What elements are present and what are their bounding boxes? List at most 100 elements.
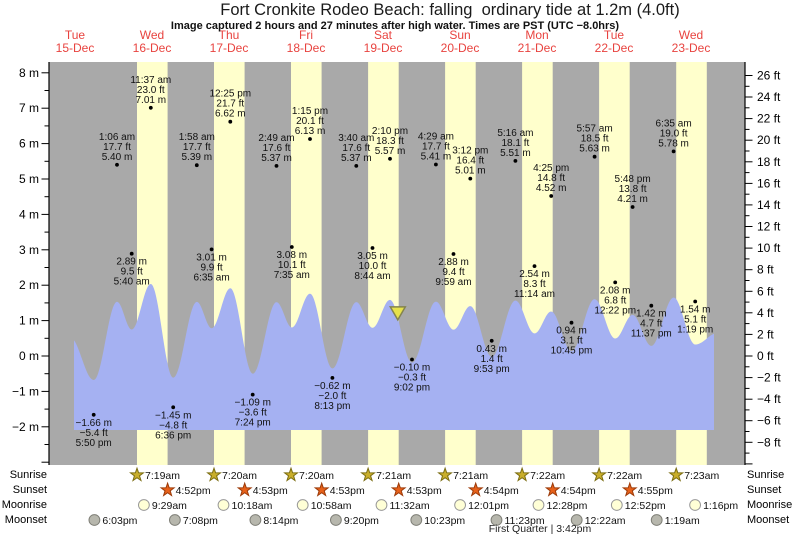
- tide-event-label: 7:35 am: [274, 270, 310, 281]
- tide-event-dot: [388, 156, 392, 161]
- tide-event-dot: [532, 264, 537, 268]
- day-header: Tue: [604, 28, 625, 42]
- right-axis-label: 6 ft: [757, 284, 774, 298]
- right-axis-label: 16 ft: [757, 176, 781, 190]
- moonrise-circle-icon: [610, 499, 623, 511]
- tide-event-label: 3.01 m: [196, 252, 227, 263]
- sunrise-time: 7:22am: [607, 470, 642, 482]
- tide-event-label: −0.62 m: [314, 381, 350, 392]
- moonrise-row-label-left: Moonrise: [1, 499, 47, 511]
- sunset-star-icon: [236, 481, 253, 497]
- moonset-time: 9:20pm: [344, 515, 379, 527]
- tide-event-label: 5.37 m: [341, 153, 372, 164]
- moonrise-circle-icon: [532, 499, 545, 511]
- tide-event-label: 6.8 ft: [604, 295, 626, 306]
- tide-curve-area: [74, 284, 714, 430]
- left-axis-label: −1 m: [12, 384, 39, 398]
- sunrise-row-label-left: Sunrise: [9, 469, 47, 481]
- tide-event-label: 6:36 pm: [155, 430, 191, 441]
- tide-event-label: 18.1 ft: [501, 138, 529, 149]
- tide-event-label: 4.7 ft: [640, 319, 662, 330]
- tide-event-label: 17.6 ft: [342, 143, 370, 154]
- day-header: 15-Dec: [56, 41, 95, 55]
- tide-event-dot: [171, 405, 176, 410]
- moonrise-circle-icon: [375, 499, 388, 511]
- moonset-time: 6:03pm: [102, 515, 137, 527]
- moonset-circle-icon: [330, 514, 342, 526]
- tide-event-dot: [592, 154, 597, 159]
- tide-event-dot: [129, 251, 134, 256]
- sunrise-row-label-right: Sunrise: [747, 469, 785, 481]
- right-axis-label: 22 ft: [757, 112, 781, 126]
- tide-event-label: 3.05 m: [357, 251, 388, 262]
- tide-event-label: 12:25 pm: [209, 89, 251, 100]
- sunset-time: 4:54pm: [484, 485, 519, 497]
- tide-event-label: 5.57 m: [375, 146, 406, 157]
- sunset-time: 4:54pm: [561, 485, 596, 497]
- tide-event-label: 17.7 ft: [422, 142, 450, 153]
- tide-event-dot: [148, 105, 153, 110]
- sunrise-time: 7:19am: [145, 470, 180, 482]
- sunrise-star-icon: [591, 466, 608, 482]
- tide-event-label: 5.78 m: [658, 138, 689, 149]
- tide-event-label: 8:13 pm: [314, 401, 350, 412]
- left-axis-label: 3 m: [19, 243, 39, 257]
- sunset-star-icon: [544, 481, 561, 497]
- tide-event-dot: [308, 137, 312, 141]
- tide-event-label: 6:35 am: [656, 118, 692, 129]
- tide-event-label: 2.54 m: [519, 269, 550, 280]
- moonset-circle-icon: [169, 514, 181, 526]
- right-axis-label: −4 ft: [757, 392, 781, 406]
- sunset-row-label-left: Sunset: [12, 484, 47, 496]
- tide-event-dot: [451, 252, 456, 256]
- day-header: Mon: [525, 28, 548, 42]
- tide-event-dot: [569, 320, 574, 325]
- tide-event-label: 21.7 ft: [216, 99, 244, 110]
- sunset-time: 4:53pm: [253, 485, 288, 497]
- tide-event-label: 5:57 am: [577, 124, 613, 135]
- tide-event-label: 5:50 pm: [76, 438, 112, 449]
- sunset-star-icon: [467, 481, 484, 497]
- left-axis-label: 6 m: [19, 137, 39, 151]
- tide-event-label: 5:40 am: [114, 277, 150, 288]
- tide-event-label: −2.0 ft: [318, 391, 346, 402]
- tide-event-label: 6:35 am: [194, 272, 230, 283]
- sunrise-time: 7:21am: [376, 470, 411, 482]
- right-axis-label: 12 ft: [757, 220, 781, 234]
- tide-event-label: 8:44 am: [354, 271, 390, 282]
- tide-event-label: 5.51 m: [500, 148, 531, 159]
- sunset-time: 4:55pm: [638, 485, 673, 497]
- tide-event-dot: [209, 247, 214, 252]
- moonset-row-label-left: Moonset: [4, 514, 47, 526]
- tide-event-label: −1.66 m: [75, 418, 111, 429]
- sunrise-star-icon: [514, 466, 531, 482]
- sunrise-star-icon: [283, 466, 299, 482]
- tide-event-label: 2:49 am: [258, 133, 294, 144]
- sunrise-time: 7:20am: [299, 470, 334, 482]
- day-header: 17-Dec: [210, 41, 249, 55]
- tide-event-dot: [468, 176, 473, 181]
- sunset-time: 4:53pm: [330, 485, 365, 497]
- left-axis-label: 1 m: [19, 314, 39, 328]
- sunrise-star-icon: [360, 466, 376, 482]
- moonset-circle-icon: [490, 514, 503, 526]
- tide-event-dot: [489, 338, 494, 343]
- sunrise-star-icon: [206, 466, 222, 482]
- moonset-circle-icon: [410, 514, 423, 526]
- moonset-time: 11:23pm: [505, 515, 545, 527]
- tide-event-label: −0.10 m: [394, 363, 430, 374]
- tide-event-label: 3:40 am: [338, 133, 374, 144]
- tide-event-label: 5.40 m: [102, 152, 133, 163]
- day-header: Thu: [219, 28, 240, 42]
- sunset-star-icon: [313, 481, 330, 497]
- moonrise-circle-icon: [138, 499, 150, 511]
- moonrise-time: 12:01pm: [468, 500, 509, 512]
- day-header: 23-Dec: [672, 41, 711, 55]
- tide-event-label: 10.0 ft: [359, 261, 387, 272]
- tide-event-dot: [410, 357, 414, 362]
- tide-event-label: 1.4 ft: [481, 354, 503, 365]
- tide-event-label: 2.88 m: [438, 257, 469, 268]
- tide-event-label: −5.4 ft: [80, 428, 108, 439]
- day-header: 16-Dec: [133, 41, 172, 55]
